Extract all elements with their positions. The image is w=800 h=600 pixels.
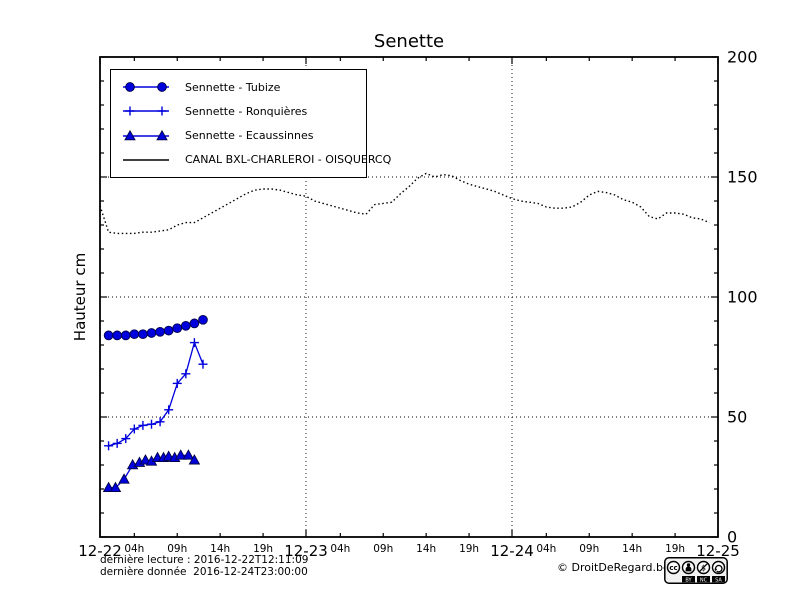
circle-marker [198,314,208,325]
legend-item-label: Sennette - Tubize [185,80,281,94]
x-day-label: 12-25 [696,542,740,560]
triangle-marker [109,481,122,493]
x-hour-label: 09h [373,543,393,555]
circle-marker [138,329,148,340]
y-tick-label: 50 [727,408,747,427]
triangle-marker [118,473,130,484]
legend-item-label: Sennette - Ronquières [185,104,308,118]
y-tick-label: 200 [727,48,758,67]
circle-marker [189,318,200,329]
chart-title: Senette [373,31,445,52]
x-day-label: 12-22 [78,542,122,560]
circle-marker [155,326,165,337]
x-hour-label: 04h [536,543,556,555]
x-hour-label: 19h [253,543,273,555]
cc-sa-chip-label: SA [715,577,722,583]
cc-license-badge: cc $ BY NC SA [664,557,728,584]
circle-marker [172,323,183,334]
x-hour-label: 09h [167,543,187,555]
y-tick-label: 0 [727,528,737,547]
svg-text:cc: cc [669,564,677,572]
cc-by-chip-label: BY [685,577,692,583]
last-reading-text: dernière lecture : 2016-12-22T12:11:09 [100,554,309,566]
series-line-plus [108,340,204,447]
legend-item: Sennette - Ronquières [120,103,362,119]
series-line-none [99,172,710,235]
x-hour-label: 04h [330,543,350,555]
cc-by-person-icon [681,560,696,575]
cc-sa-chip [712,576,725,583]
x-hour-label: 19h [459,543,479,555]
x-day-label: 12-23 [284,542,328,560]
y-axis-title: Hauteur cm [71,252,89,342]
legend-item-label: CANAL BXL-CHARLEROI - OISQUERCQ [185,153,392,167]
cc-badge-frame [664,557,728,584]
legend-item: CANAL BXL-CHARLEROI - OISQUERCQ [120,152,391,168]
cc-by-chip [682,576,695,583]
cc-icon: cc [666,560,681,575]
x-day-label: 12-24 [490,542,534,560]
x-hour-label: 14h [622,543,642,555]
x-hour-label: 14h [416,543,436,555]
y-tick-label: 150 [727,168,758,187]
cc-nc-no-dollar-icon: $ [696,560,711,575]
triangle-marker [124,129,136,140]
circle-marker [157,82,167,92]
legend-item: Sennette - Tubize [120,79,362,95]
legend-sample-line-icon [123,159,169,161]
circle-marker [103,330,114,341]
circle-marker [112,330,123,341]
x-hour-label: 14h [210,543,230,555]
legend-sample-plus-icon [123,106,169,116]
triangle-marker [156,129,168,140]
x-hour-label: 19h [665,543,685,555]
legend-sample-triangle-icon [123,129,169,140]
circle-marker [163,325,174,336]
x-hour-label: 04h [124,543,144,555]
legend-box: Sennette - Tubize Sennette - Ronquières Se… [110,69,391,178]
circle-marker [129,329,140,340]
legend-item: Sennette - Ecaussinnes [120,128,362,144]
circle-marker [146,328,157,338]
y-tick-label: 100 [727,288,758,307]
cc-nc-chip [697,576,710,583]
circle-marker [180,320,191,331]
triangle-marker [182,449,195,460]
cc-sa-share-alike-icon [711,560,726,575]
legend-sample-circle-icon [123,82,169,92]
footer-status: dernière lecture : 2016-12-22T12:11:09 d… [100,554,309,578]
triangle-marker [102,481,115,493]
legend-item-label: Sennette - Ecaussinnes [185,129,314,143]
cc-nc-chip-label: NC [700,577,708,583]
triangle-marker [174,449,187,460]
x-hour-label: 09h [579,543,599,555]
triangle-marker [188,454,201,465]
circle-marker [125,82,135,92]
copyright-text: © DroitDeRegard.be [557,561,670,574]
circle-marker [120,330,131,341]
last-data-text: dernière donnée 2016-12-24T23:00:00 [100,565,308,578]
